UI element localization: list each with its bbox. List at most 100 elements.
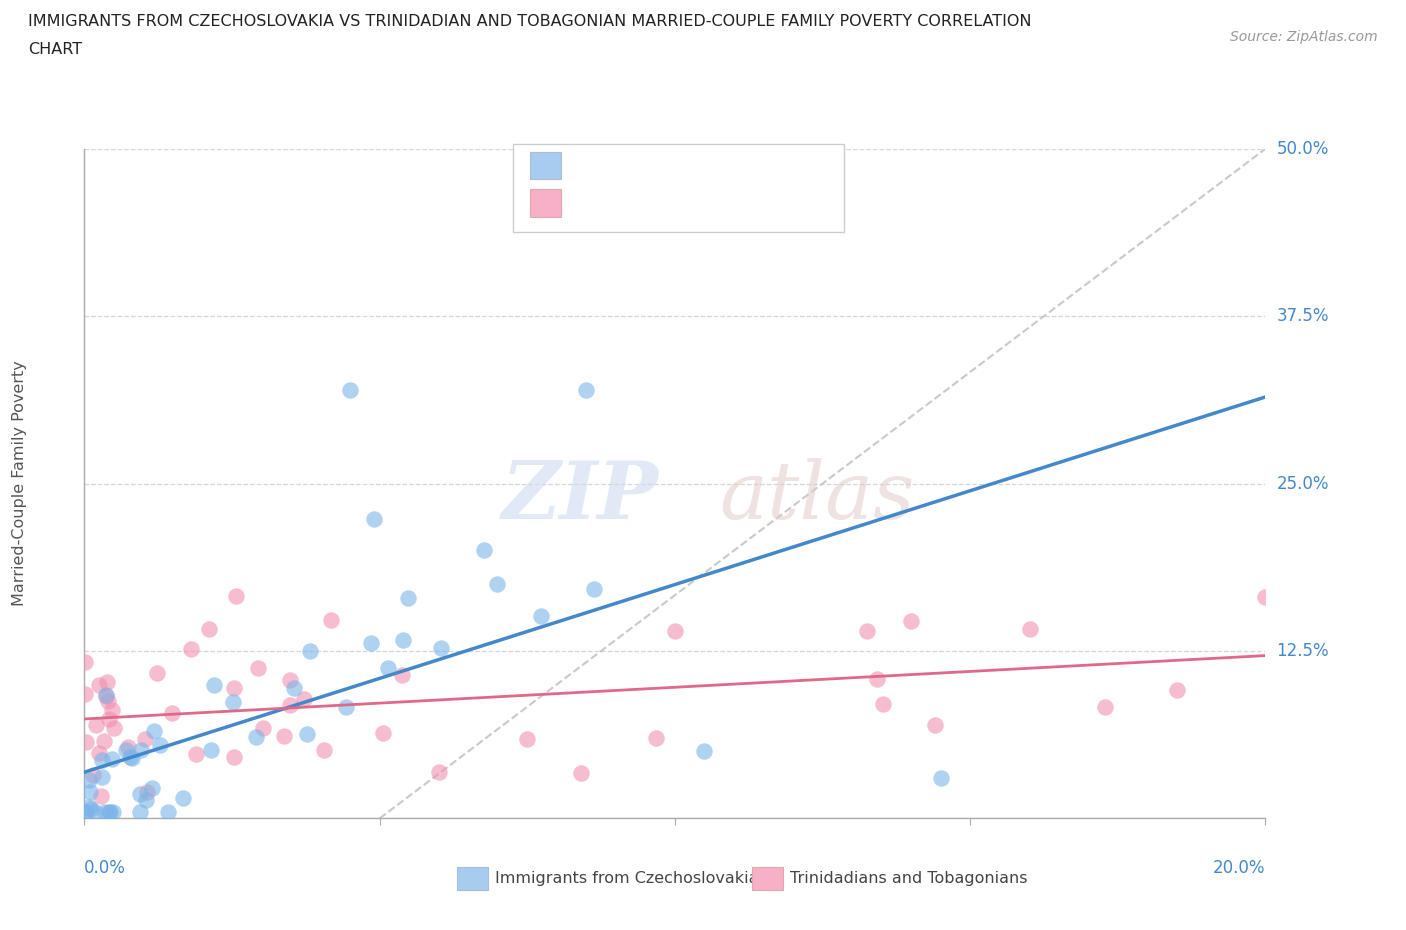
Point (252, 721, 274, 736)
Point (319, 612, 342, 627)
Point (200, 742, 222, 757)
Point (292, 692, 315, 707)
Point (128, 787, 150, 802)
Point (129, 743, 152, 758)
Point (202, 677, 225, 692)
Point (472, 543, 495, 558)
Point (84, 718, 107, 733)
Point (134, 732, 156, 747)
Text: CHART: CHART (28, 42, 82, 57)
Point (900, 614, 922, 629)
Point (93, 734, 115, 749)
Point (97, 711, 120, 726)
Point (427, 764, 450, 779)
Text: Trinidadians and Tobagonians: Trinidadians and Tobagonians (790, 871, 1028, 886)
Point (245, 729, 267, 744)
Point (141, 781, 163, 796)
Point (75, 687, 97, 702)
Point (73, 804, 96, 819)
Point (335, 699, 357, 714)
Point (391, 668, 413, 683)
Text: 50: 50 (737, 193, 759, 211)
Point (855, 623, 877, 638)
Point (97, 693, 120, 708)
Text: 0.103: 0.103 (617, 193, 668, 211)
Point (180, 642, 202, 657)
Point (79, 802, 101, 817)
Text: Married-Couple Family Poverty: Married-Couple Family Poverty (11, 361, 27, 606)
Point (157, 804, 180, 819)
Point (872, 697, 894, 711)
Text: 0.0%: 0.0% (84, 858, 127, 877)
Point (377, 660, 399, 675)
Text: 0.700: 0.700 (617, 155, 668, 174)
Point (77, 800, 100, 815)
Text: ZIP: ZIP (502, 458, 659, 536)
Text: 20.0%: 20.0% (1213, 858, 1265, 877)
Point (644, 731, 666, 746)
Point (485, 577, 508, 591)
Point (391, 633, 413, 648)
Point (516, 732, 538, 747)
Point (297, 726, 319, 741)
Point (1018, 621, 1040, 636)
Point (198, 622, 221, 637)
Point (225, 589, 247, 604)
Point (299, 644, 322, 658)
Point (82, 768, 104, 783)
Point (121, 751, 143, 765)
Point (91, 753, 114, 768)
Point (664, 623, 686, 638)
Point (103, 721, 125, 736)
Point (90, 789, 112, 804)
Point (79, 785, 101, 800)
Text: 25.0%: 25.0% (1277, 474, 1329, 493)
Text: 49: 49 (737, 155, 759, 174)
Point (360, 635, 382, 650)
Point (314, 742, 336, 757)
Point (120, 750, 142, 764)
Text: N =: N = (690, 193, 742, 211)
Point (1254, 590, 1277, 604)
Point (429, 641, 451, 656)
Point (143, 724, 166, 738)
Point (91, 770, 114, 785)
Point (87, 746, 110, 761)
Point (101, 804, 124, 819)
Point (77, 773, 100, 788)
Point (224, 681, 246, 696)
Point (115, 743, 138, 758)
Point (1094, 699, 1116, 714)
Point (221, 695, 243, 710)
Point (135, 784, 157, 799)
Point (571, 766, 593, 781)
Text: 12.5%: 12.5% (1277, 642, 1329, 660)
Point (530, 609, 553, 624)
Text: N =: N = (690, 155, 742, 174)
Point (398, 591, 420, 605)
Point (128, 804, 150, 819)
Point (101, 751, 124, 766)
Point (146, 666, 169, 681)
Point (1166, 683, 1188, 698)
Point (75, 804, 97, 819)
Point (94, 687, 117, 702)
Text: R =: R = (575, 155, 614, 174)
Point (575, 382, 598, 397)
Point (101, 703, 124, 718)
Point (924, 718, 946, 733)
Point (273, 728, 295, 743)
Point (278, 698, 301, 712)
Point (283, 681, 305, 696)
Point (583, 582, 606, 597)
Point (929, 771, 952, 786)
Point (73, 655, 96, 670)
Point (693, 744, 716, 759)
Point (94, 804, 117, 819)
Text: atlas: atlas (718, 458, 914, 536)
Point (246, 661, 269, 676)
Point (222, 750, 245, 764)
Point (117, 740, 139, 755)
Text: R =: R = (575, 193, 620, 211)
Point (87, 678, 110, 693)
